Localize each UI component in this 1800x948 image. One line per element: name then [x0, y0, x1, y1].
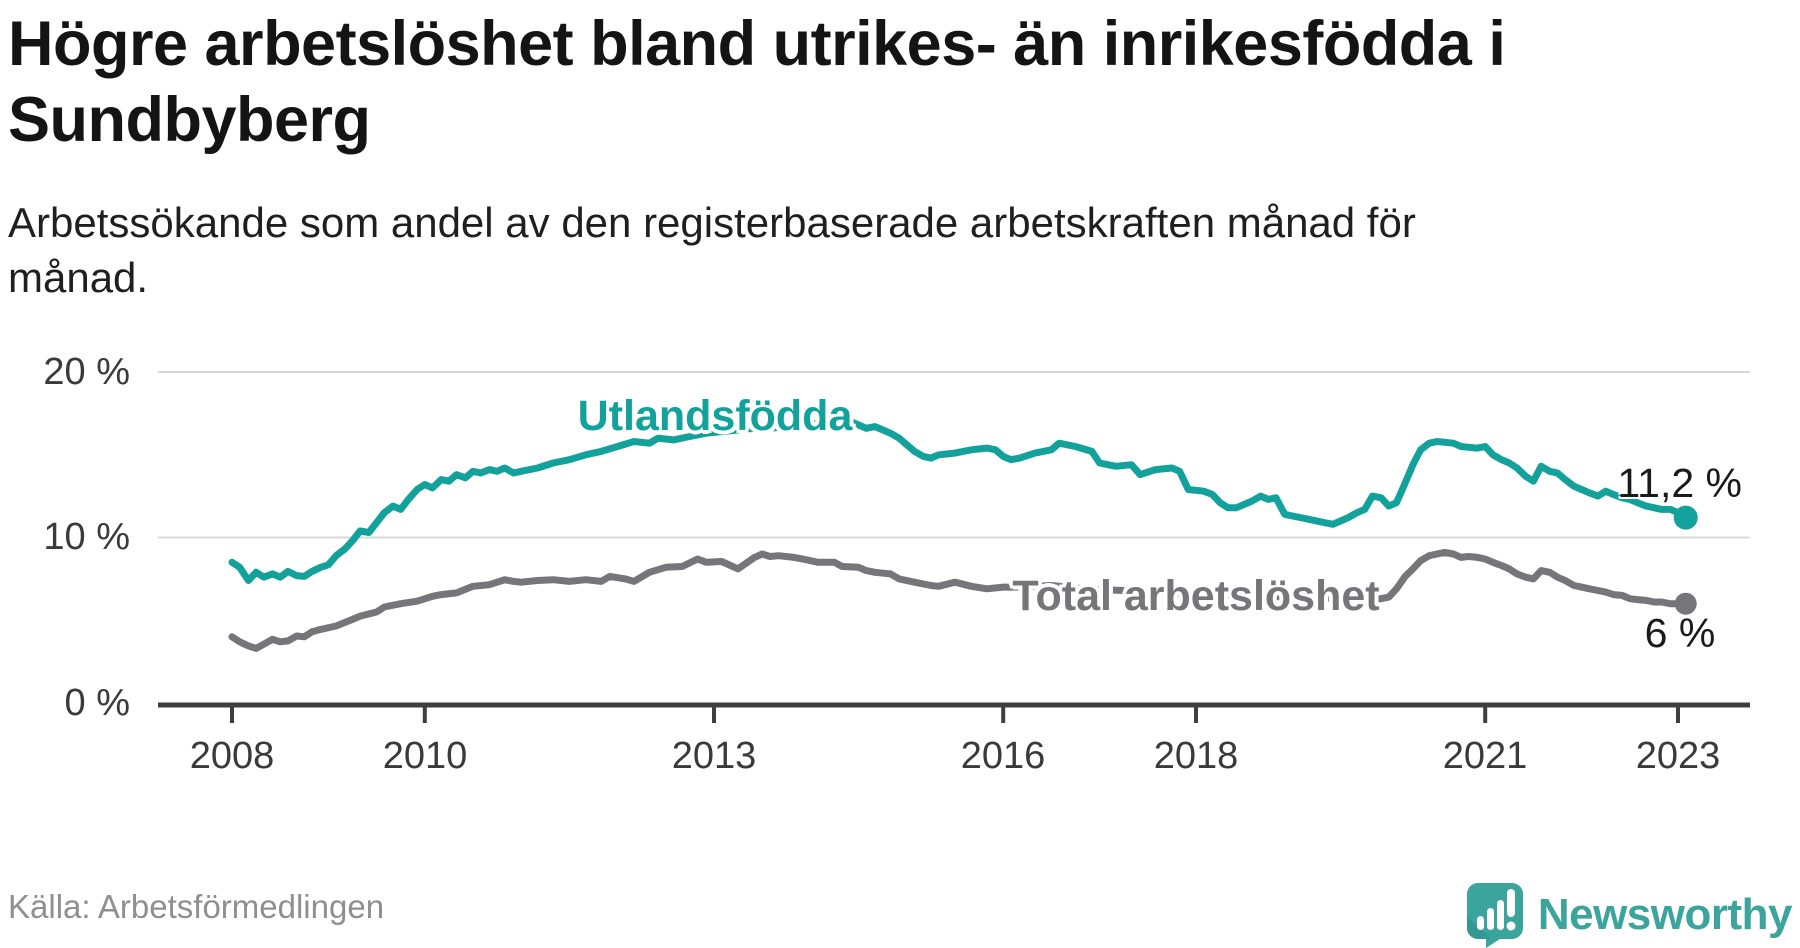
x-tick-label-2016: 2016 [960, 735, 1046, 777]
x-tick-label-2021: 2021 [1442, 735, 1528, 777]
series-end-dot-utlandsfodda [1673, 505, 1698, 530]
series-label-total-arbetsloshet: Total arbetslöshet [1012, 572, 1380, 620]
x-tick-label-2018: 2018 [1153, 735, 1239, 777]
logo-bar-medium [1486, 908, 1494, 930]
y-tick-label-20: 20 % [43, 351, 130, 393]
newsworthy-logo-icon [1466, 883, 1523, 948]
series-line-total [228, 548, 1690, 652]
x-tick-label-2023: 2023 [1635, 735, 1721, 777]
y-tick-label-0: 0 % [64, 682, 130, 724]
end-value-label-total: 6 % [1644, 610, 1716, 656]
logo-exclamation-bar [1506, 889, 1515, 917]
chart-subtitle-line-1: Arbetssökande som andel av den registerb… [8, 199, 1416, 246]
series-end-dot-total [1674, 592, 1697, 615]
series-label-utlandsfodda: Utlandsfödda [577, 392, 853, 440]
x-tick-label-2013: 2013 [671, 735, 757, 777]
logo-bar-small [1476, 916, 1484, 930]
source-attribution: Källa: Arbetsförmedlingen [8, 888, 385, 925]
y-tick-label-10: 10 % [43, 516, 130, 558]
logo-bar-large [1496, 900, 1504, 930]
series-line-utlandsfodda [228, 418, 1690, 584]
x-tick-label-2008: 2008 [189, 735, 275, 777]
end-value-label-utlandsfodda: 11,2 % [1617, 460, 1742, 506]
page-title-line-2: Sundbyberg [8, 85, 371, 155]
newsworthy-brand-name: Newsworthy [1537, 890, 1793, 939]
chart-subtitle-line-2: månad. [8, 254, 149, 301]
x-tick-label-2010: 2010 [382, 735, 468, 777]
page-title-line-1: Högre arbetslöshet bland utrikes- än inr… [8, 9, 1506, 79]
logo-exclamation-dot [1506, 921, 1516, 931]
newsworthy-brand: Newsworthy [1466, 882, 1793, 948]
